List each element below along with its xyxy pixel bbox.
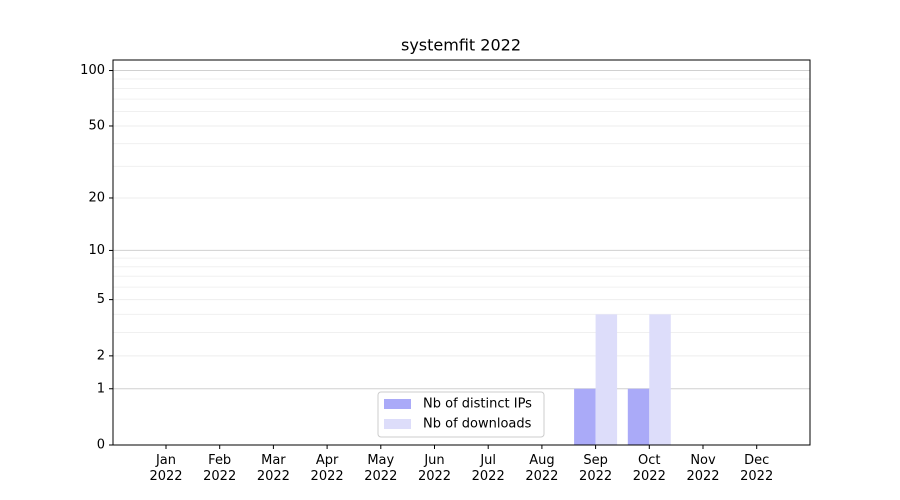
legend-swatch <box>384 419 411 429</box>
x-tick-label: Nov 2022 <box>686 453 720 484</box>
y-tick-label: 5 <box>97 292 105 307</box>
y-tick-label: 100 <box>80 63 105 78</box>
y-tick-label: 10 <box>88 243 105 258</box>
legend-label: Nb of downloads <box>423 417 532 432</box>
legend-swatch <box>384 399 411 409</box>
x-tick-label: Aug 2022 <box>525 453 559 484</box>
y-tick-label: 1 <box>97 381 105 396</box>
x-tick-label: Mar 2022 <box>256 453 290 484</box>
x-tick-label: Jul 2022 <box>471 453 505 484</box>
x-tick-label: Sep 2022 <box>579 453 613 484</box>
x-tick-label: May 2022 <box>364 453 398 484</box>
bar <box>595 314 618 445</box>
y-tick-label: 50 <box>88 118 105 133</box>
x-tick-label: Jun 2022 <box>417 453 452 484</box>
y-tick-label: 20 <box>88 190 105 205</box>
x-tick-label: Oct 2022 <box>632 453 666 484</box>
legend-label: Nb of distinct IPs <box>423 397 532 412</box>
x-tick-label: Feb 2022 <box>203 453 237 484</box>
bar <box>574 388 596 445</box>
x-tick-label: Dec 2022 <box>740 453 774 484</box>
x-tick-label: Jan 2022 <box>149 453 183 484</box>
plot-frame <box>112 59 811 446</box>
legend-box <box>377 391 545 438</box>
chart-title: systemfit 2022 <box>401 36 521 55</box>
y-tick-label: 0 <box>97 438 105 453</box>
y-tick-label: 2 <box>97 348 105 363</box>
x-tick-label: Apr 2022 <box>310 453 344 484</box>
bar <box>649 314 671 445</box>
bar <box>627 388 650 445</box>
